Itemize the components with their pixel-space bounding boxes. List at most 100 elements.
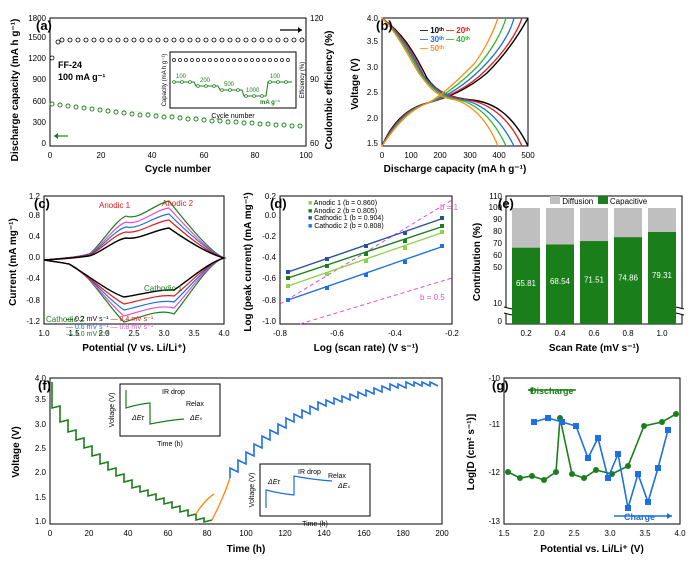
svg-text:0.0: 0.0 — [265, 211, 277, 220]
rl1: Relax — [186, 401, 204, 408]
panel-a-chart: 0300600900120015001800 6090120 020406080… — [6, 6, 338, 174]
panel-c-xlabel: Potential (V vs. Li/Li⁺) — [82, 343, 186, 354]
det2: ΔEτ — [267, 479, 280, 486]
svg-text:1000: 1000 — [246, 88, 260, 94]
an1: Anodic 1 — [99, 201, 131, 210]
svg-text:-0.8: -0.8 — [26, 296, 40, 305]
inset-rate-label: mA g⁻¹ — [260, 99, 280, 106]
svg-text:2.5: 2.5 — [35, 444, 47, 453]
svg-text:40: 40 — [148, 151, 157, 160]
panel-a-label: (a) — [36, 18, 52, 33]
svg-text:1.5: 1.5 — [367, 139, 379, 148]
svg-text:100: 100 — [404, 151, 418, 160]
svg-text:140: 140 — [317, 529, 331, 538]
svg-text:40: 40 — [124, 529, 133, 538]
svg-text:90: 90 — [493, 215, 502, 224]
svg-text:60: 60 — [200, 151, 209, 160]
lgd3: Cathodic 2 (b = 0.808) — [314, 223, 383, 230]
svg-text:10: 10 — [493, 299, 502, 308]
lgc2: 0.6 mV s⁻¹ — [75, 324, 109, 331]
panel-d-legend: ■ Anodic 1 (b = 0.860) ■ Anodic 2 (b = 0… — [308, 200, 384, 231]
g-chg: Charge — [624, 512, 655, 522]
panel-a-note2: 100 mA g⁻¹ — [58, 72, 105, 82]
bar-cat-2: 0.6 — [588, 329, 600, 338]
panel-d-yl: Log (peak current) (mA mg⁻¹) — [243, 192, 254, 331]
svg-text:1.0: 1.0 — [38, 329, 50, 338]
svg-text:-1.2: -1.2 — [26, 317, 40, 326]
svg-text:-12: -12 — [488, 468, 500, 477]
svg-text:200: 200 — [200, 78, 211, 84]
svg-text:2.5: 2.5 — [367, 88, 379, 97]
lg-b-0: 10ᵗʰ — [430, 26, 444, 35]
an2: Anodic 2 — [162, 199, 194, 208]
svg-text:Time (h): Time (h) — [157, 441, 183, 448]
svg-text:0.4: 0.4 — [29, 232, 41, 241]
lg-b-2: 30ᵗʰ — [430, 35, 444, 44]
panel-g-xlabel: Potential vs. Li/Li⁺ (V) — [540, 544, 644, 555]
svg-text:70: 70 — [493, 239, 502, 248]
svg-text:-1.0: -1.0 — [262, 317, 276, 326]
lg-b-1: 20ᵗʰ — [456, 26, 470, 35]
svg-text:80: 80 — [251, 151, 260, 160]
panel-a-yr: Coulombic efficiency (%) — [324, 31, 335, 150]
svg-text:60: 60 — [310, 139, 319, 148]
svg-text:1200: 1200 — [28, 54, 46, 63]
svg-text:1500: 1500 — [28, 33, 46, 42]
panel-e-yl: Contribution (%) — [472, 223, 483, 301]
svg-text:0: 0 — [48, 529, 53, 538]
lg-b-3: 40ᵗʰ — [456, 35, 470, 44]
svg-text:-0.8: -0.8 — [262, 296, 276, 305]
ir2: IR drop — [298, 469, 321, 476]
inset-xlabel: Cycle number — [211, 113, 255, 120]
panel-a-yl: Discharge capacity (mA h g⁻¹) — [10, 19, 21, 162]
svg-text:180: 180 — [396, 529, 410, 538]
bar-val-4: 79.31 — [652, 271, 673, 280]
panel-a-xlabel: Cycle number — [145, 164, 211, 174]
svg-text:2.0: 2.0 — [35, 468, 47, 477]
svg-text:80: 80 — [203, 529, 212, 538]
bar-val-0: 65.81 — [516, 279, 537, 288]
panel-f-xlabel: Time (h) — [227, 544, 266, 555]
lgd1: Anodic 2 (b = 0.805) — [314, 208, 377, 215]
bar-diffusion-2 — [580, 208, 608, 241]
panel-g-yl: Log[D (cm² s⁻¹)] — [466, 414, 477, 490]
lgc1: 0.4 mV s⁻¹ — [120, 316, 154, 323]
det1: ΔEτ — [131, 415, 144, 422]
bar-cat-3: 0.8 — [622, 329, 634, 338]
svg-text:4.0: 4.0 — [218, 329, 230, 338]
bar-cat-0: 0.2 — [520, 329, 532, 338]
panel-b-xlabel: Discharge capacity (mA h g⁻¹) — [384, 164, 527, 174]
panel-g-label: (g) — [492, 378, 509, 393]
svg-text:100: 100 — [270, 74, 281, 80]
inset-yl: Capacity (mA h g⁻¹) — [162, 54, 168, 107]
svg-text:0: 0 — [42, 139, 47, 148]
svg-text:3.0: 3.0 — [367, 63, 379, 72]
svg-text:3.0: 3.0 — [158, 329, 170, 338]
bar-val-1: 68.54 — [550, 277, 571, 286]
panel-f-chart: 1.01.52.02.53.03.54.0 020406080100120140… — [6, 364, 454, 556]
panel-a: (a) 0300600900120015001800 6090120 02040… — [6, 6, 338, 174]
svg-text:60: 60 — [493, 251, 502, 260]
svg-text:300: 300 — [33, 118, 47, 127]
svg-text:400: 400 — [492, 151, 506, 160]
svg-text:-0.2: -0.2 — [262, 232, 276, 241]
svg-text:100: 100 — [176, 74, 187, 80]
svg-text:1.5: 1.5 — [498, 529, 510, 538]
lgd2: Cathodic 1 (b = 0.904) — [314, 215, 383, 222]
svg-text:90: 90 — [310, 75, 319, 84]
svg-text:2.5: 2.5 — [568, 529, 580, 538]
svg-text:Voltage (V): Voltage (V) — [109, 393, 116, 428]
svg-text:500: 500 — [224, 82, 235, 88]
panel-d-xlabel: Log (scan rate) (V s⁻¹) — [314, 343, 419, 354]
svg-text:0.8: 0.8 — [29, 211, 41, 220]
panel-b-legend: — 10ᵗʰ — 20ᵗʰ — 30ᵗʰ — 40ᵗʰ — 50ᵗʰ — [420, 26, 470, 53]
panel-c-legend: — 0.2 mV s⁻¹ — 0.4 mV s⁻¹ — 0.6 mV s⁻¹ —… — [66, 316, 153, 339]
svg-text:1.5: 1.5 — [35, 493, 47, 502]
svg-text:100: 100 — [299, 151, 313, 160]
lgc0: 0.2 mV s⁻¹ — [75, 316, 109, 323]
panel-c-yl: Current (mA mg⁻¹) — [8, 218, 19, 306]
panel-f-yl: Voltage (V) — [11, 426, 22, 477]
lg-b-4: 50ᵗʰ — [430, 44, 444, 53]
svg-text:0: 0 — [380, 151, 385, 160]
svg-text:3.5: 3.5 — [367, 37, 379, 46]
